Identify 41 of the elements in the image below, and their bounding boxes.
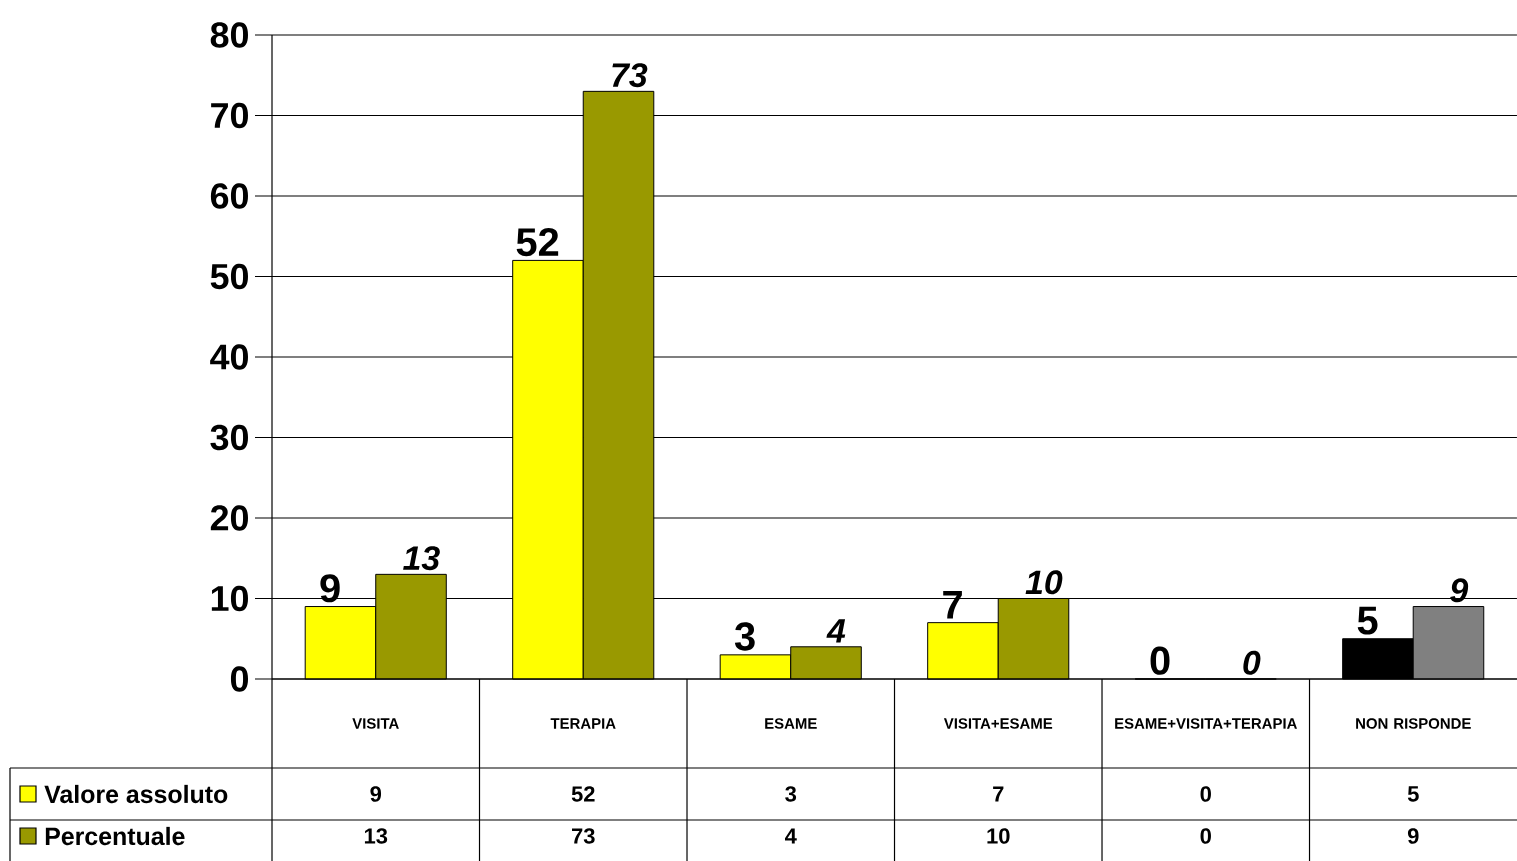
text: 73 [572,828,595,844]
text: 4 [784,828,797,844]
y-tick-label: 70 [211,102,248,129]
x-tick-label: TERAPIA [550,718,616,729]
text: 10 [987,828,1010,844]
data-label: 7 [943,591,962,619]
text: 13 [364,828,388,844]
text: 52 [571,786,595,802]
data-label: 5 [1357,606,1378,635]
y-tick-label: 0 [230,666,248,692]
data-label: 73 [612,63,648,88]
data-label: 4 [826,619,846,643]
text: 0 [1200,786,1211,802]
data-label: 9 [1450,578,1469,603]
data-label: 13 [403,546,440,571]
x-tick-label: ESAME [765,718,817,729]
x-tick-label: VISITA+ESAME [943,718,1053,729]
text: 0 [1200,828,1211,844]
x-tick-label: NON RISPONDE [1356,718,1471,729]
data-label: 10 [1025,570,1063,595]
data-label: 52 [516,227,559,257]
text: 9 [1407,828,1419,844]
legend-label: Valore assoluto [44,784,228,804]
x-tick-label: ESAME+VISITA+TERAPIA [1115,718,1297,729]
text: 7 [993,786,1004,802]
text: 5 [1407,786,1419,802]
data-label: 9 [320,574,340,603]
legend-label: Percentuale [45,826,185,846]
y-tick-label: 60 [210,183,248,209]
y-tick-label: 30 [210,424,248,451]
x-tick-label: VISITA [352,718,399,729]
data-label: 0 [1243,650,1261,675]
data-label: 0 [1150,646,1170,675]
text: 3 [785,786,797,802]
y-tick-label: 50 [210,263,248,290]
y-tick-label: 20 [210,505,248,531]
data-label: 3 [734,622,755,651]
y-tick-label: 40 [210,344,248,370]
y-tick-label: 10 [211,585,248,612]
y-tick-label: 80 [210,22,248,48]
text: 9 [370,786,382,802]
